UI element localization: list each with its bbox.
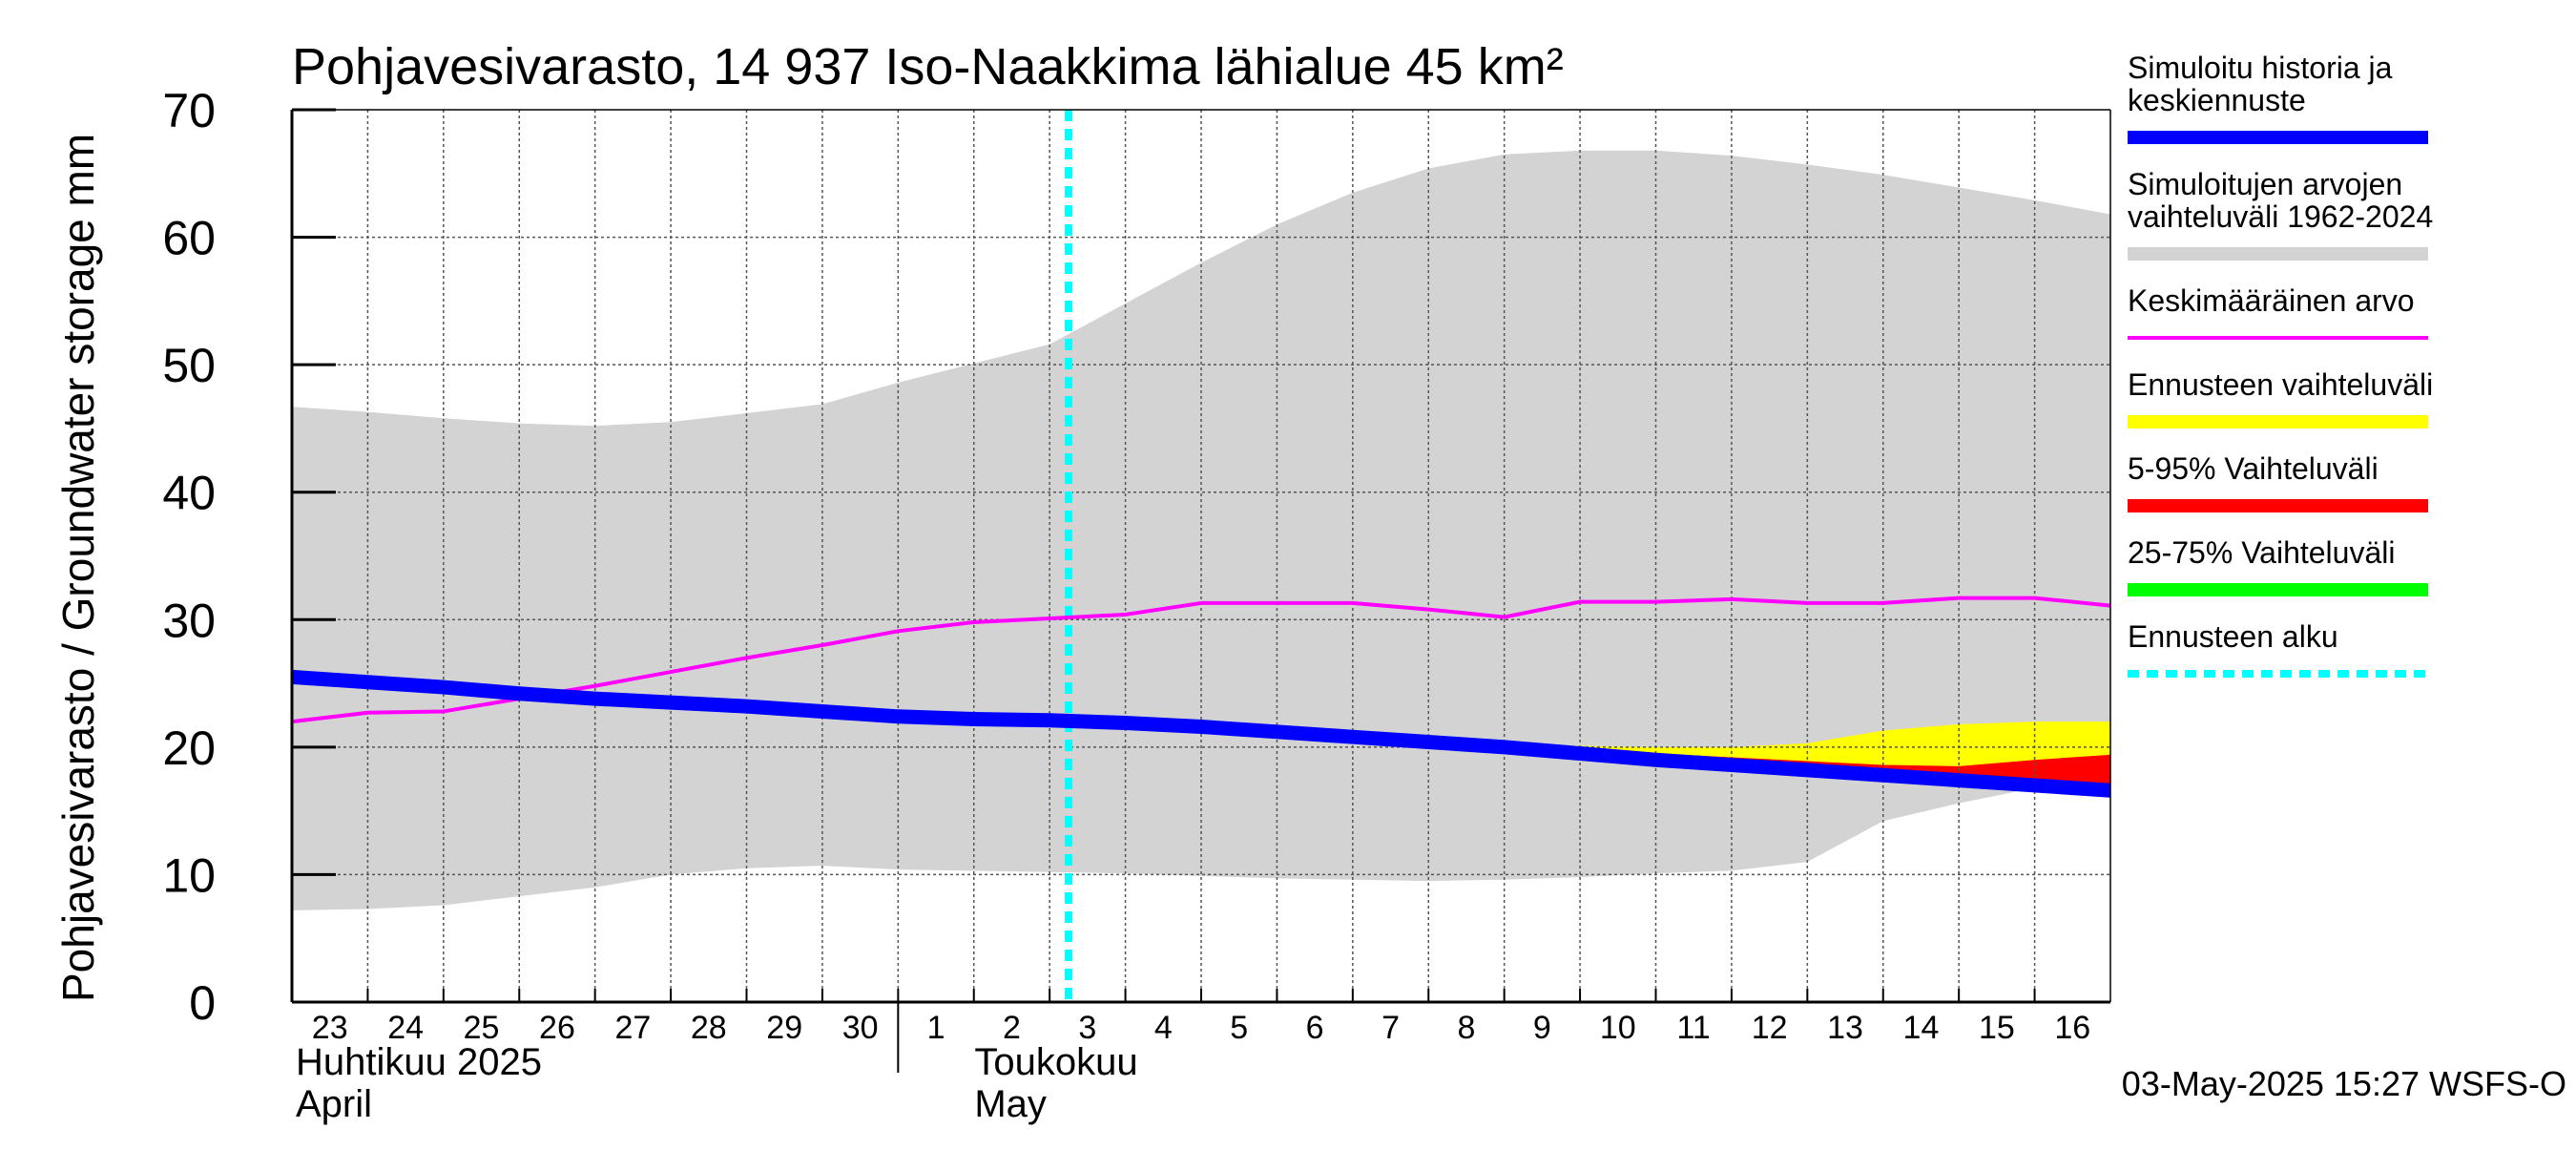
x-tick-label: 27 bbox=[614, 1010, 651, 1046]
x-tick-label: 11 bbox=[1677, 1010, 1711, 1046]
legend-label-simuloitujen-arvojen: vaihteluväli 1962-2024 bbox=[2128, 199, 2433, 234]
x-tick-label: 3 bbox=[1078, 1010, 1096, 1046]
x-tick-label: 15 bbox=[1979, 1010, 2015, 1046]
legend-label-simuloitu-historia-ja: keskiennuste bbox=[2128, 83, 2306, 117]
series-simuloitu-historia-ja-keskiennuste bbox=[291, 669, 2111, 798]
legend-label-simuloitujen-arvojen: Simuloitujen arvojen bbox=[2128, 167, 2402, 201]
x-tick-label: 25 bbox=[464, 1010, 500, 1046]
y-tick-label: 40 bbox=[162, 467, 216, 520]
legend-label-simuloitu-historia-ja: Simuloitu historia ja bbox=[2128, 51, 2393, 85]
month-label-en: April bbox=[296, 1083, 372, 1125]
x-tick-label: 5 bbox=[1230, 1010, 1248, 1046]
y-tick-label: 70 bbox=[162, 84, 216, 137]
x-tick-label: 2 bbox=[1003, 1010, 1021, 1046]
y-tick-label: 10 bbox=[162, 848, 216, 902]
legend-label-5-95-vaihteluv-li: 5-95% Vaihteluväli bbox=[2128, 451, 2379, 486]
x-tick-label: 30 bbox=[842, 1010, 879, 1046]
legend-label-ennusteen-vaihteluv-li: Ennusteen vaihteluväli bbox=[2128, 367, 2433, 402]
timestamp: 03-May-2025 15:27 WSFS-O bbox=[2122, 1064, 2566, 1103]
x-tick-label: 4 bbox=[1154, 1010, 1173, 1046]
y-tick-label: 30 bbox=[162, 594, 216, 647]
x-tick-label: 26 bbox=[539, 1010, 575, 1046]
legend-label-ennusteen-alku: Ennusteen alku bbox=[2128, 619, 2338, 654]
x-tick-label: 8 bbox=[1457, 1010, 1475, 1046]
legend-label-25-75-vaihteluv-li: 25-75% Vaihteluväli bbox=[2128, 535, 2395, 570]
chart-title: Pohjavesivarasto, 14 937 Iso-Naakkima lä… bbox=[292, 38, 1564, 95]
y-tick-label: 20 bbox=[162, 721, 216, 775]
y-tick-label: 0 bbox=[189, 976, 216, 1030]
month-label-fi: Huhtikuu 2025 bbox=[296, 1041, 542, 1083]
x-tick-label: 13 bbox=[1827, 1010, 1863, 1046]
x-tick-label: 28 bbox=[691, 1010, 727, 1046]
x-tick-label: 29 bbox=[766, 1010, 802, 1046]
month-label-en: May bbox=[974, 1083, 1047, 1125]
x-tick-label: 14 bbox=[1903, 1010, 1940, 1046]
y-axis-label: Pohjavesivarasto / Groundwater storage m… bbox=[53, 134, 103, 1002]
x-tick-label: 7 bbox=[1381, 1010, 1400, 1046]
lines-layer bbox=[291, 110, 2111, 1002]
x-tick-label: 16 bbox=[2054, 1010, 2090, 1046]
x-tick-label: 12 bbox=[1752, 1010, 1788, 1046]
x-tick-label: 23 bbox=[312, 1010, 348, 1046]
y-tick-label: 50 bbox=[162, 339, 216, 392]
x-tick-label: 6 bbox=[1306, 1010, 1324, 1046]
series-keskim-r-inen-arvo bbox=[291, 596, 2111, 724]
legend-label-keskim-r-inen-arvo: Keskimääräinen arvo bbox=[2128, 283, 2415, 318]
month-label-fi: Toukokuu bbox=[974, 1041, 1137, 1083]
x-tick-label: 1 bbox=[927, 1010, 945, 1046]
x-tick-label: 24 bbox=[387, 1010, 424, 1046]
y-tick-label: 60 bbox=[162, 212, 216, 265]
x-tick-label: 10 bbox=[1600, 1010, 1636, 1046]
x-tick-label: 9 bbox=[1533, 1010, 1551, 1046]
